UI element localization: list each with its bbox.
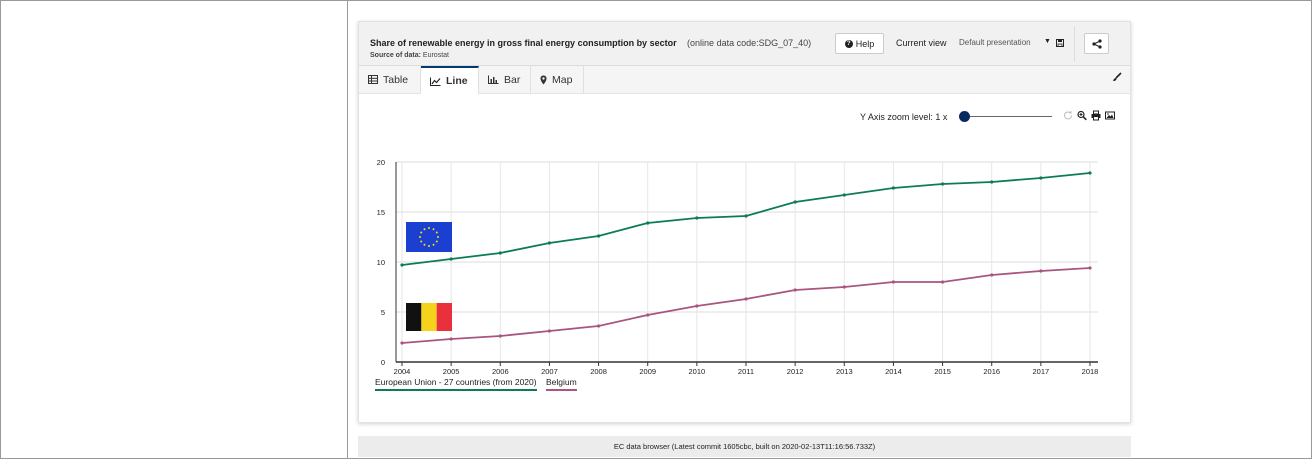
x-tick-label: 2015 <box>934 367 951 376</box>
chart-title: Share of renewable energy in gross final… <box>370 38 677 48</box>
data-point <box>646 313 650 317</box>
data-point <box>990 180 994 184</box>
data-point <box>449 257 453 261</box>
data-point <box>842 285 846 289</box>
tab-line-label: Line <box>446 75 468 87</box>
x-tick-label: 2006 <box>492 367 509 376</box>
zoom-label: Y Axis zoom level: 1 x <box>860 112 948 122</box>
reset-icon[interactable] <box>1063 110 1073 121</box>
legend-item-eu[interactable]: European Union - 27 countries (from 2020… <box>375 377 537 391</box>
footer: EC data browser (Latest commit 1605cbc, … <box>358 436 1131 457</box>
y-tick-label: 15 <box>377 208 385 217</box>
data-point <box>646 221 650 225</box>
tab-bar[interactable]: Bar <box>479 66 531 93</box>
y-tick-label: 10 <box>377 258 385 267</box>
x-tick-label: 2016 <box>983 367 1000 376</box>
paint-brush-icon[interactable] <box>1112 72 1122 82</box>
x-tick-label: 2010 <box>689 367 706 376</box>
data-point <box>498 334 502 338</box>
share-icon <box>1091 38 1102 49</box>
data-source: Source of data: Eurostat <box>370 52 811 59</box>
y-tick-label: 5 <box>381 308 385 317</box>
data-point <box>400 263 404 267</box>
data-point <box>1088 171 1092 175</box>
tab-table[interactable]: Table <box>359 66 421 93</box>
data-point <box>695 216 699 220</box>
source-value: Eurostat <box>422 52 449 59</box>
share-button[interactable] <box>1084 33 1109 54</box>
x-tick-label: 2012 <box>787 367 804 376</box>
data-point <box>891 186 896 190</box>
column-divider <box>347 0 348 459</box>
data-point <box>744 297 748 301</box>
bar-chart-icon <box>488 75 499 84</box>
table-icon <box>368 75 378 84</box>
data-point <box>842 193 846 197</box>
x-tick-label: 2017 <box>1033 367 1050 376</box>
print-icon[interactable] <box>1091 110 1101 121</box>
eu-flag <box>406 222 452 252</box>
help-button[interactable]: ? Help <box>835 33 884 54</box>
map-marker-icon <box>540 75 547 84</box>
data-point <box>744 214 748 218</box>
x-tick-label: 2014 <box>885 367 902 376</box>
x-tick-label: 2018 <box>1082 367 1099 376</box>
data-point <box>940 182 945 186</box>
data-point <box>695 304 699 308</box>
image-export-icon[interactable] <box>1105 110 1115 121</box>
question-icon: ? <box>844 39 853 48</box>
data-point <box>793 288 797 292</box>
tab-bar-label: Bar <box>504 73 521 86</box>
data-point <box>793 200 797 204</box>
widget-header: Share of renewable energy in gross final… <box>359 22 1130 66</box>
tab-table-label: Table <box>383 73 409 86</box>
help-label: Help <box>855 38 875 49</box>
current-view-label: Current view <box>896 38 947 48</box>
data-point <box>596 324 601 328</box>
x-tick-label: 2009 <box>639 367 656 376</box>
dataset-code: (online data code:SDG_07_40) <box>687 38 812 48</box>
title-block: Share of renewable energy in gross final… <box>370 33 811 59</box>
data-point <box>940 280 945 284</box>
data-point <box>1039 269 1043 273</box>
zoom-slider-handle[interactable] <box>959 111 970 122</box>
chart-widget: Share of renewable energy in gross final… <box>358 21 1131 423</box>
y-tick-label: 0 <box>381 358 385 367</box>
x-tick-label: 2005 <box>443 367 460 376</box>
tab-line[interactable]: Line <box>421 66 479 94</box>
data-point <box>990 273 994 277</box>
view-tabs: Table Line Bar Map <box>359 66 1130 94</box>
data-point <box>1039 176 1043 180</box>
data-point <box>449 337 453 341</box>
x-tick-label: 2007 <box>541 367 558 376</box>
caret-down-icon[interactable]: ▼ <box>1044 38 1051 45</box>
tab-map-label: Map <box>552 73 573 86</box>
x-tick-label: 2011 <box>738 367 754 376</box>
line-chart-icon <box>430 77 441 86</box>
tab-map[interactable]: Map <box>531 66 584 93</box>
save-icon[interactable] <box>1056 39 1064 47</box>
y-tick-label: 20 <box>377 158 385 167</box>
data-point <box>596 234 601 238</box>
x-tick-label: 2008 <box>590 367 607 376</box>
data-point <box>1088 266 1092 270</box>
legend-item-belgium[interactable]: Belgium <box>546 377 577 391</box>
data-point <box>498 251 502 255</box>
zoom-slider-track[interactable] <box>965 116 1052 117</box>
x-tick-label: 2013 <box>836 367 853 376</box>
view-select[interactable]: Default presentation <box>959 38 1031 47</box>
data-point <box>547 329 552 333</box>
data-point <box>891 280 896 284</box>
x-tick-label: 2004 <box>394 367 411 376</box>
data-point <box>400 341 404 345</box>
header-separator <box>1074 26 1075 62</box>
source-label: Source of data: <box>370 52 421 59</box>
belgium-flag <box>406 303 453 331</box>
data-point <box>547 241 552 245</box>
zoom-in-icon[interactable] <box>1077 110 1087 121</box>
